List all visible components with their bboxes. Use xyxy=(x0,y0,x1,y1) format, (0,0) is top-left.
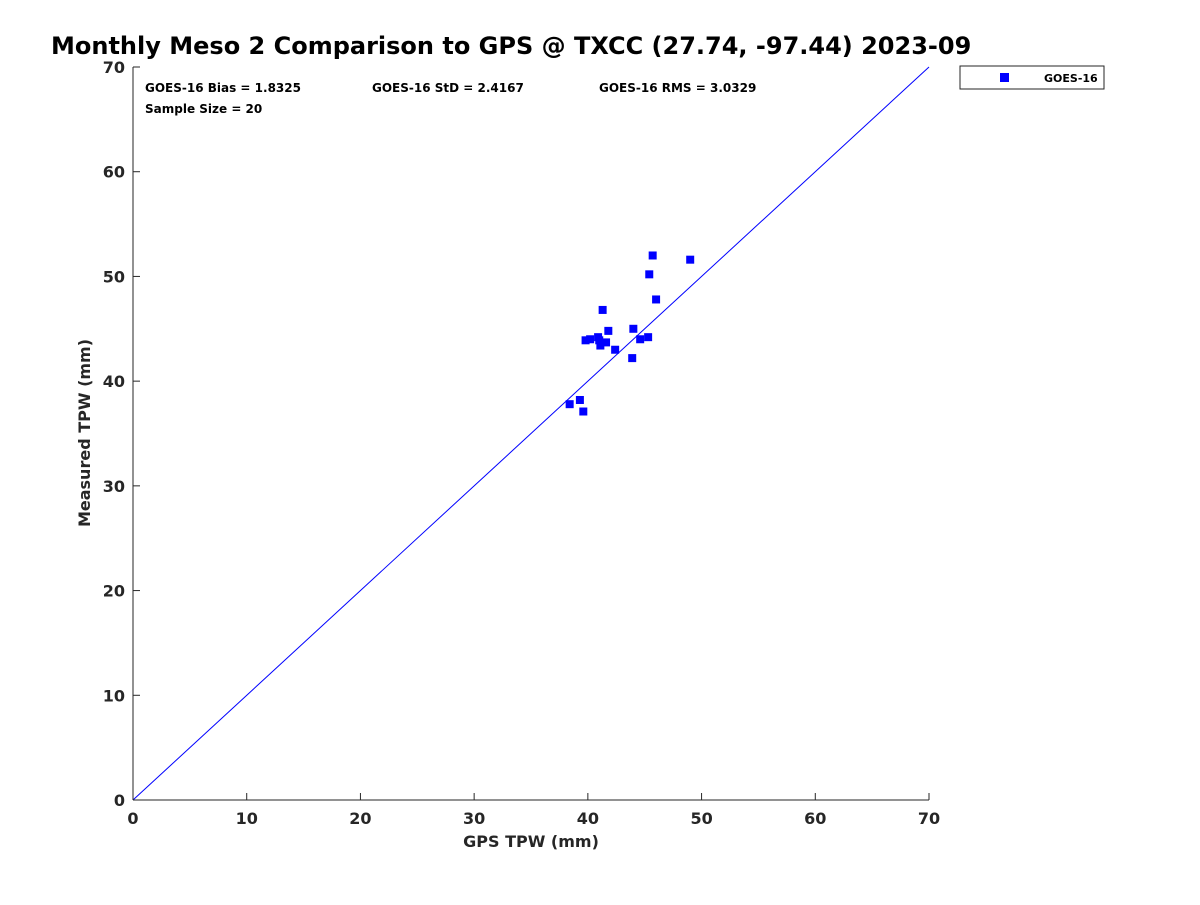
y-tick-label: 30 xyxy=(103,477,125,496)
data-point xyxy=(586,335,595,344)
x-tick-label: 30 xyxy=(463,809,485,828)
data-point xyxy=(686,255,695,264)
reference-line-layer xyxy=(132,66,930,801)
x-axis-label: GPS TPW (mm) xyxy=(463,832,599,851)
reference-line xyxy=(132,66,930,801)
legend: GOES-16 xyxy=(959,65,1105,90)
data-point xyxy=(636,335,645,344)
bias-annotation: GOES-16 Bias = 1.8325 xyxy=(145,81,301,95)
y-tick-label: 60 xyxy=(103,163,125,182)
y-tick-label: 70 xyxy=(103,58,125,77)
sample-size-annotation: Sample Size = 20 xyxy=(145,102,262,116)
legend-marker-goes16 xyxy=(1000,73,1009,82)
data-point xyxy=(628,354,637,363)
data-point xyxy=(595,336,604,345)
data-point xyxy=(629,324,638,333)
data-point xyxy=(596,341,605,350)
chart-title: Monthly Meso 2 Comparison to GPS @ TXCC … xyxy=(51,32,971,60)
data-point xyxy=(652,295,661,304)
rms-annotation: GOES-16 RMS = 3.0329 xyxy=(599,81,756,95)
y-tick-label: 40 xyxy=(103,372,125,391)
data-point xyxy=(648,251,657,260)
x-tick-label: 60 xyxy=(804,809,826,828)
data-point xyxy=(645,270,654,279)
x-tick-label: 20 xyxy=(349,809,371,828)
y-tick-label: 10 xyxy=(103,686,125,705)
y-tick-label: 50 xyxy=(103,267,125,286)
y-ticks: 0 10 20 30 40 50 60 70 xyxy=(103,58,140,810)
data-point xyxy=(604,326,613,335)
y-tick-label: 20 xyxy=(103,582,125,601)
data-point xyxy=(581,336,590,345)
data-point xyxy=(644,333,653,342)
x-tick-label: 40 xyxy=(577,809,599,828)
legend-label-goes16: GOES-16 xyxy=(1044,72,1098,85)
x-tick-label: 0 xyxy=(127,809,138,828)
x-tick-label: 10 xyxy=(236,809,258,828)
legend-box xyxy=(959,65,1105,90)
x-tick-label: 70 xyxy=(918,809,940,828)
data-point xyxy=(579,407,588,416)
x-tick-label: 50 xyxy=(690,809,712,828)
data-point xyxy=(598,305,607,314)
data-points-layer xyxy=(565,251,695,416)
std-annotation: GOES-16 StD = 2.4167 xyxy=(372,81,524,95)
data-point xyxy=(575,395,584,404)
data-point xyxy=(565,400,574,409)
y-axis-label: Measured TPW (mm) xyxy=(75,339,94,527)
y-tick-label: 0 xyxy=(114,791,125,810)
data-point xyxy=(611,345,620,354)
x-ticks: 0 10 20 30 40 50 60 70 xyxy=(127,793,940,828)
data-point xyxy=(602,338,611,347)
